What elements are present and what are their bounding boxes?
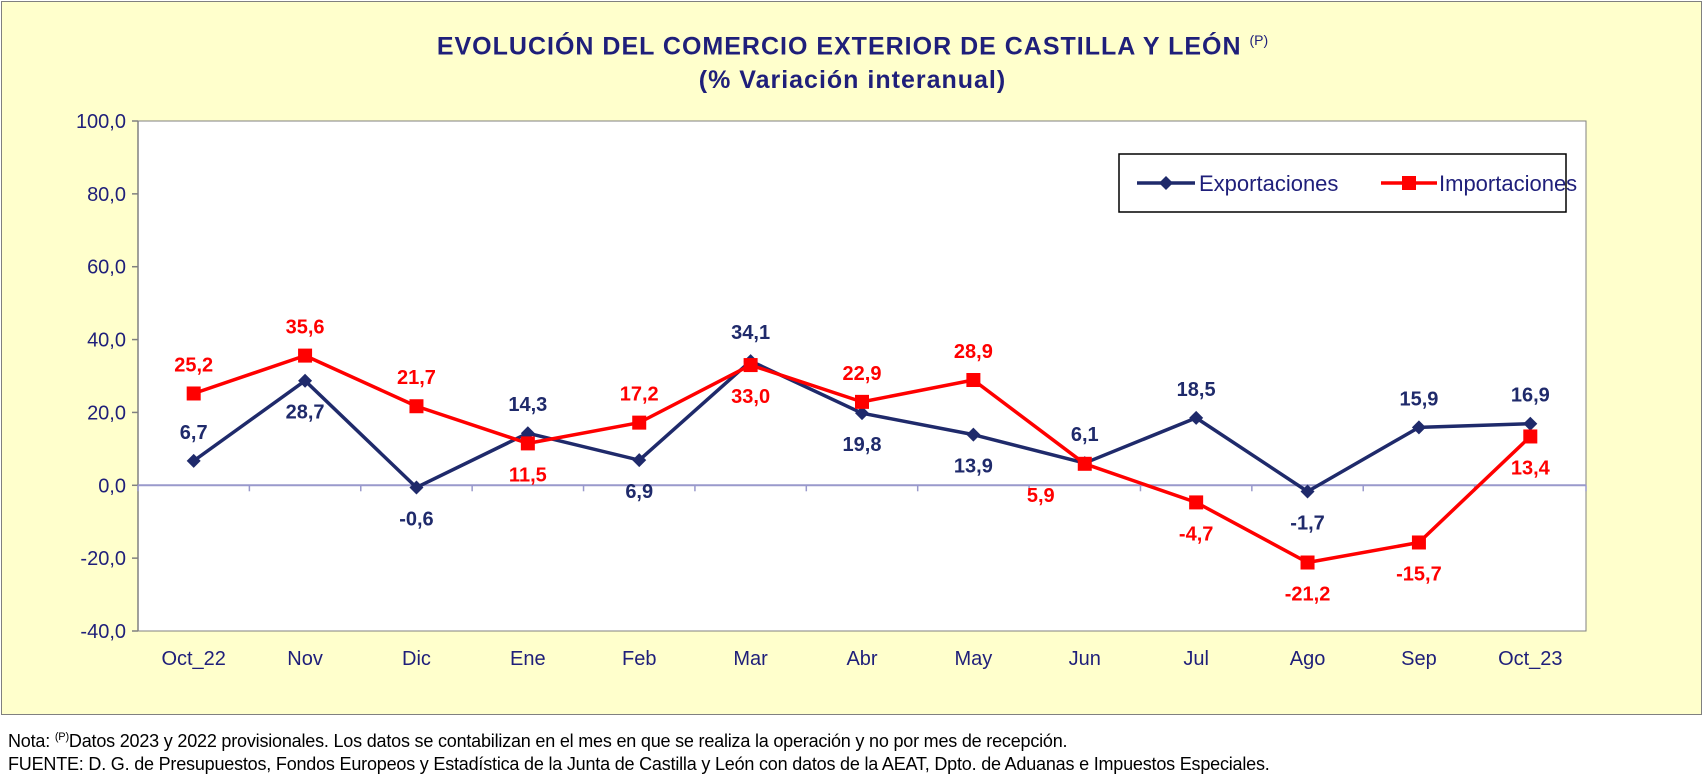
data-point-exportaciones bbox=[1411, 420, 1426, 435]
data-label-importaciones: 11,5 bbox=[509, 464, 547, 486]
y-tick-label: 0,0 bbox=[98, 475, 126, 497]
legend-marker-exportaciones bbox=[1159, 176, 1173, 190]
data-label-exportaciones: 18,5 bbox=[1177, 379, 1216, 401]
data-label-exportaciones: 6,9 bbox=[625, 481, 653, 503]
data-point-exportaciones bbox=[1523, 416, 1538, 431]
data-label-exportaciones: 15,9 bbox=[1399, 388, 1438, 410]
x-tick-label: Ago bbox=[1290, 648, 1326, 670]
footnote-text: Datos 2023 y 2022 provisionales. Los dat… bbox=[68, 731, 1068, 751]
legend-label-exportaciones: Exportaciones bbox=[1199, 171, 1338, 196]
x-tick-label: May bbox=[954, 648, 992, 670]
data-label-importaciones: -4,7 bbox=[1179, 523, 1213, 545]
data-point-importaciones bbox=[1411, 535, 1426, 550]
data-label-importaciones: 21,7 bbox=[397, 367, 436, 389]
data-point-importaciones bbox=[298, 348, 313, 363]
data-label-importaciones: 35,6 bbox=[286, 317, 325, 339]
x-tick-label: Jul bbox=[1183, 648, 1209, 670]
data-point-exportaciones bbox=[1300, 484, 1315, 499]
x-tick-label: Jun bbox=[1069, 648, 1101, 670]
y-tick-label: -20,0 bbox=[80, 548, 126, 570]
data-label-importaciones: 17,2 bbox=[620, 384, 659, 406]
chart-title-superscript: (P) bbox=[1249, 32, 1269, 48]
data-label-importaciones: -15,7 bbox=[1396, 563, 1442, 585]
footnote-superscript: (P) bbox=[54, 731, 69, 743]
data-label-importaciones: 5,9 bbox=[1027, 485, 1055, 507]
data-label-exportaciones: 34,1 bbox=[731, 322, 770, 344]
x-tick-label: Oct_22 bbox=[161, 648, 225, 670]
y-tick-label: -40,0 bbox=[80, 621, 126, 643]
data-label-exportaciones: 28,7 bbox=[286, 402, 325, 424]
x-tick-label: Ene bbox=[510, 648, 546, 670]
data-point-importaciones bbox=[632, 415, 647, 430]
data-label-importaciones: 33,0 bbox=[731, 386, 770, 408]
data-point-exportaciones bbox=[966, 427, 981, 442]
data-label-importaciones: 13,4 bbox=[1511, 457, 1551, 479]
x-tick-label: Mar bbox=[733, 648, 768, 670]
data-point-importaciones bbox=[966, 373, 981, 388]
data-label-importaciones: 28,9 bbox=[954, 341, 993, 363]
x-tick-label: Oct_23 bbox=[1498, 648, 1562, 670]
x-tick-label: Dic bbox=[402, 648, 431, 670]
data-label-exportaciones: 16,9 bbox=[1511, 385, 1550, 407]
x-tick-label: Nov bbox=[287, 648, 323, 670]
legend-label-importaciones: Importaciones bbox=[1439, 171, 1577, 196]
data-point-importaciones bbox=[409, 399, 424, 414]
x-tick-label: Sep bbox=[1401, 648, 1437, 670]
data-point-importaciones bbox=[520, 436, 535, 451]
data-point-importaciones bbox=[1523, 429, 1538, 444]
data-point-exportaciones bbox=[855, 406, 869, 421]
data-label-exportaciones: 14,3 bbox=[508, 394, 547, 416]
y-tick-label: 80,0 bbox=[87, 184, 126, 206]
data-point-exportaciones bbox=[298, 373, 313, 388]
data-point-importaciones bbox=[1189, 495, 1204, 510]
data-label-exportaciones: -1,7 bbox=[1290, 512, 1324, 534]
chart-frame: EVOLUCIÓN DEL COMERCIO EXTERIOR DE CASTI… bbox=[1, 1, 1702, 715]
chart-subtitle: (% Variación interanual) bbox=[698, 66, 1007, 94]
data-point-importaciones bbox=[1300, 555, 1315, 570]
data-point-importaciones bbox=[855, 394, 869, 409]
data-point-exportaciones bbox=[186, 453, 201, 468]
data-label-importaciones: -21,2 bbox=[1285, 584, 1331, 606]
footnote: Nota: (P)Datos 2023 y 2022 provisionales… bbox=[8, 731, 1068, 752]
data-point-importaciones bbox=[743, 358, 758, 373]
y-tick-label: 60,0 bbox=[87, 257, 126, 279]
x-tick-label: Abr bbox=[846, 648, 877, 670]
source-note: FUENTE: D. G. de Presupuestos, Fondos Eu… bbox=[8, 754, 1270, 774]
y-tick-label: 40,0 bbox=[87, 330, 126, 352]
data-point-importaciones bbox=[186, 386, 201, 401]
data-label-exportaciones: 6,7 bbox=[180, 422, 208, 444]
x-tick-label: Feb bbox=[622, 648, 656, 670]
data-point-exportaciones bbox=[409, 480, 424, 495]
data-label-exportaciones: -0,6 bbox=[399, 508, 433, 530]
chart-title: EVOLUCIÓN DEL COMERCIO EXTERIOR DE CASTI… bbox=[2, 32, 1703, 61]
data-label-importaciones: 22,9 bbox=[843, 363, 882, 385]
data-point-exportaciones bbox=[632, 453, 647, 468]
data-point-exportaciones bbox=[1189, 410, 1204, 425]
y-tick-label: 20,0 bbox=[87, 402, 126, 424]
data-label-importaciones: 25,2 bbox=[174, 354, 213, 376]
data-label-exportaciones: 6,1 bbox=[1071, 424, 1099, 446]
chart-title-text: EVOLUCIÓN DEL COMERCIO EXTERIOR DE CASTI… bbox=[436, 32, 1242, 61]
y-tick-label: 100,0 bbox=[76, 111, 126, 133]
legend-marker-importaciones bbox=[1402, 176, 1416, 190]
data-label-exportaciones: 19,8 bbox=[843, 434, 882, 456]
line-chart: -40,0 -20,0 0,0 20,0 40,0 60,0 80,0 100,0 Oct_22… bbox=[76, 111, 1587, 670]
data-point-importaciones bbox=[1077, 456, 1092, 471]
footnote-prefix: Nota: bbox=[8, 731, 51, 751]
data-label-exportaciones: 13,9 bbox=[954, 456, 993, 478]
